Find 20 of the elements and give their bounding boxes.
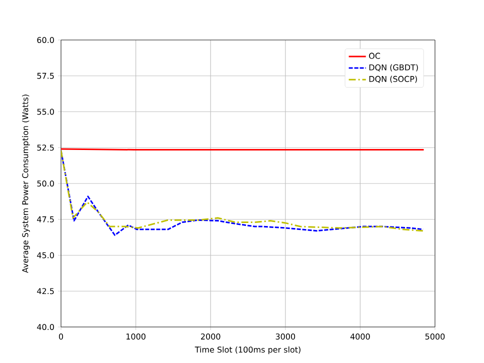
y-tick-label: 47.5 [37, 216, 54, 222]
legend-label: OC [369, 52, 380, 59]
y-tick-label: 50.0 [37, 180, 54, 187]
y-tick-label: 57.5 [37, 72, 54, 79]
x-tick-label: 1000 [126, 334, 146, 340]
x-axis-title: Time Slot (100ms per slot) [194, 346, 300, 354]
y-axis-title: Average System Power Consumption (Watts) [22, 94, 30, 273]
y-tick-label: 55.0 [37, 108, 54, 115]
x-tick-label: 3000 [276, 334, 296, 340]
x-tick-label: 5000 [425, 334, 445, 340]
legend-label: DQN (GBDT) [369, 64, 418, 72]
x-tick-label: 4000 [350, 334, 370, 340]
y-tick-label: 52.5 [37, 144, 54, 151]
y-tick-label: 42.5 [37, 288, 54, 294]
x-tick-label: 2000 [201, 334, 220, 340]
x-tick-label: 0 [58, 334, 64, 340]
legend-label: DQN (SOCP) [369, 76, 417, 83]
y-tick-label: 60.0 [37, 36, 54, 44]
y-tick-label: 45.0 [37, 252, 54, 258]
y-tick-label: 40.0 [37, 324, 54, 330]
